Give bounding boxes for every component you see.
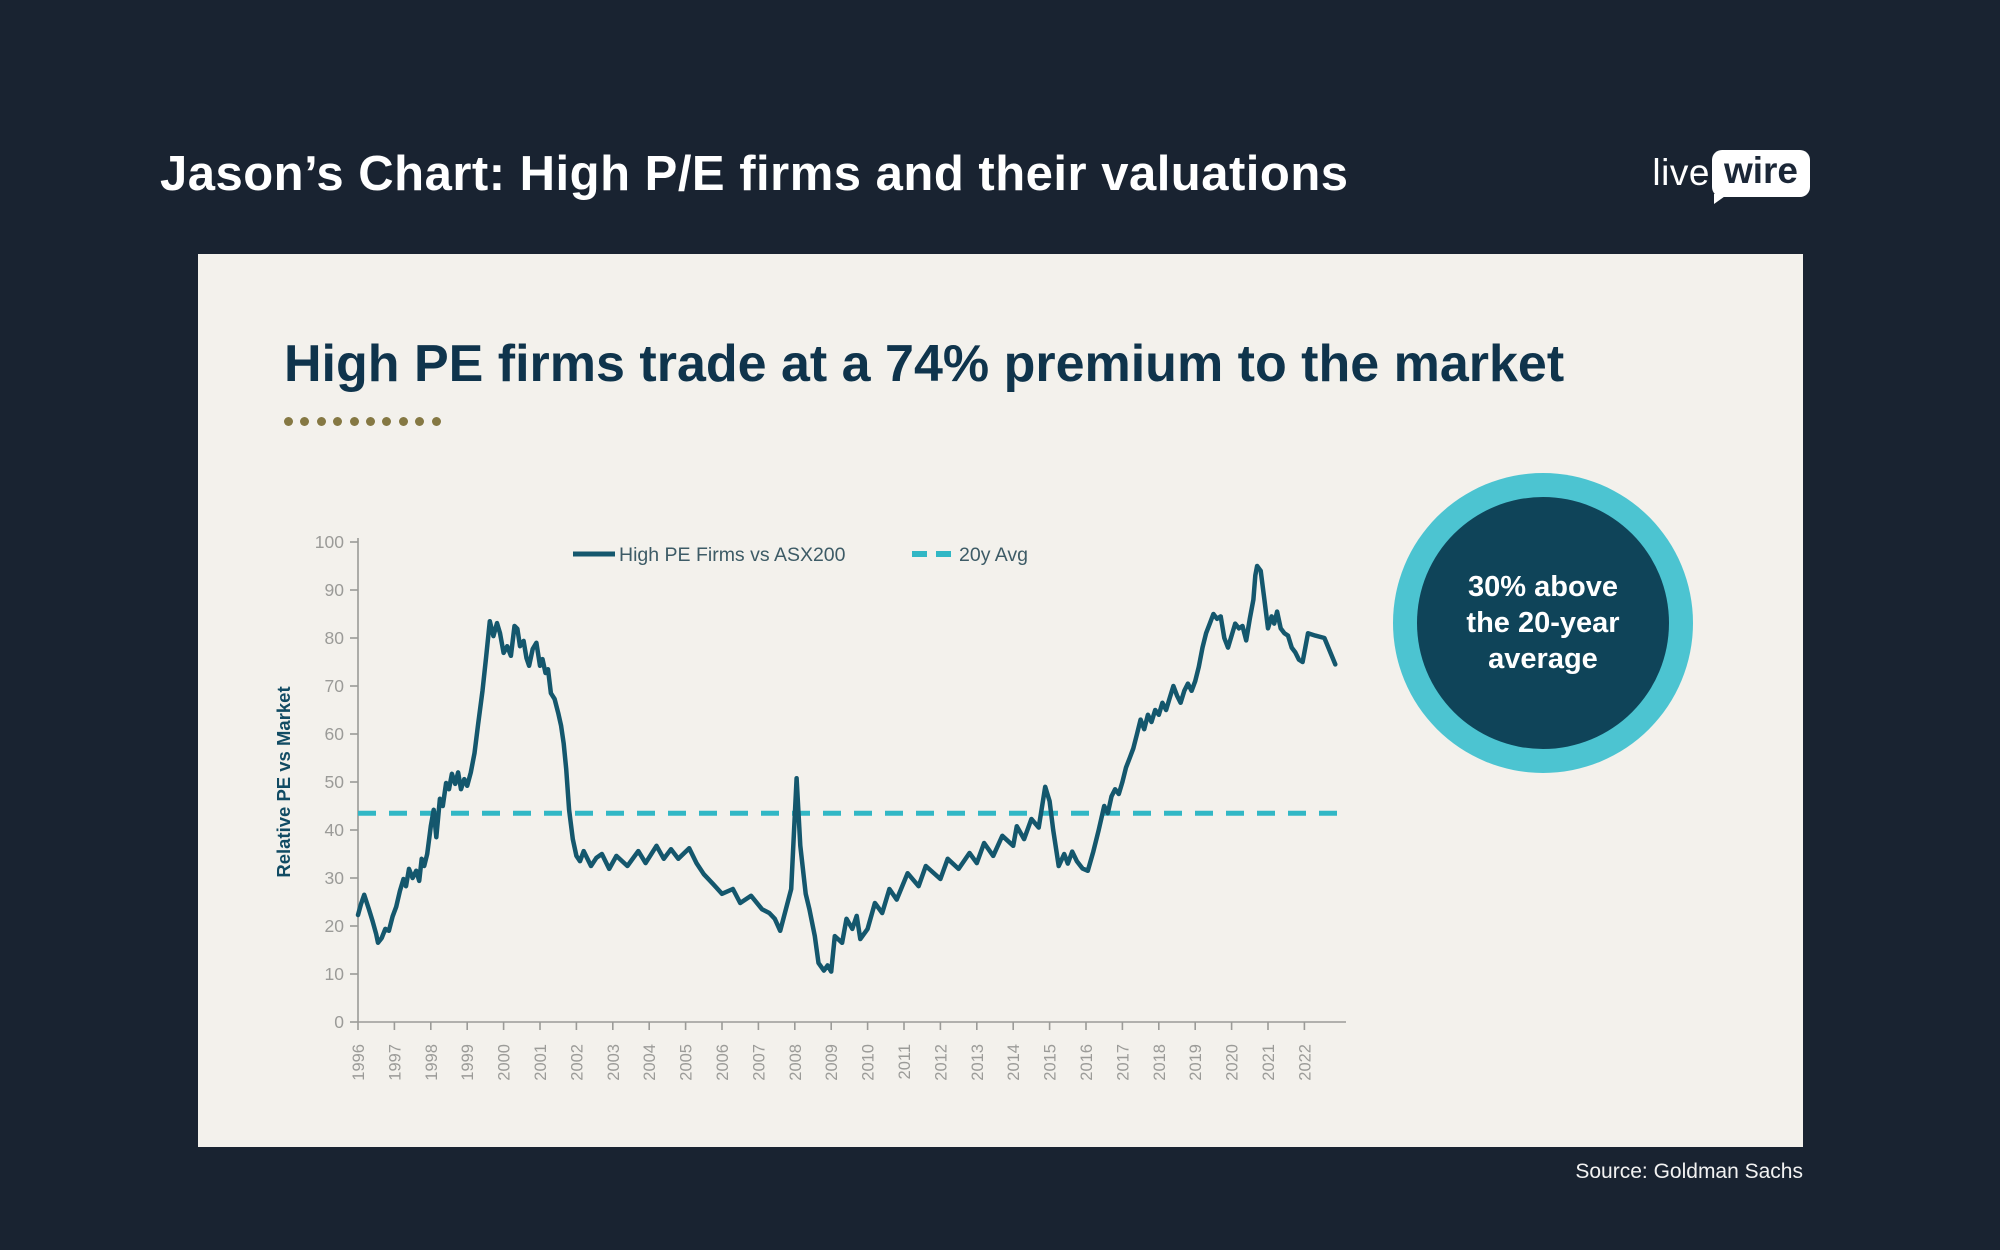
- accent-dot-icon: [333, 417, 343, 426]
- svg-text:1997: 1997: [386, 1044, 404, 1081]
- svg-text:70: 70: [325, 676, 345, 696]
- svg-text:2021: 2021: [1260, 1044, 1278, 1081]
- svg-text:100: 100: [315, 532, 344, 552]
- svg-text:2015: 2015: [1042, 1044, 1060, 1081]
- svg-text:2014: 2014: [1005, 1044, 1023, 1081]
- svg-text:2000: 2000: [496, 1044, 514, 1081]
- chart-title: High PE firms trade at a 74% premium to …: [284, 335, 1565, 393]
- accent-dot-icon: [398, 417, 408, 426]
- logo-wire-bubble: wire: [1711, 150, 1810, 204]
- svg-text:50: 50: [325, 772, 345, 792]
- accent-dot-icon: [349, 417, 359, 426]
- svg-text:2009: 2009: [823, 1044, 841, 1081]
- svg-text:2005: 2005: [678, 1044, 696, 1081]
- svg-text:2017: 2017: [1114, 1044, 1132, 1081]
- svg-text:2016: 2016: [1078, 1044, 1096, 1081]
- svg-text:2011: 2011: [896, 1044, 914, 1079]
- accent-dot-icon: [284, 417, 293, 426]
- line-chart: 0 10 20 30 40 50 60 70 80 90 100 1996 1997 1998 1999 20…: [273, 532, 1346, 1081]
- title-accent-dots-icon: [284, 417, 448, 426]
- series-line: [355, 563, 1338, 974]
- source-attribution: Source: Goldman Sachs: [1575, 1160, 1803, 1183]
- svg-text:2012: 2012: [932, 1044, 950, 1081]
- page-title: Jason’s Chart: High P/E firms and their …: [160, 147, 1349, 201]
- accent-dot-icon: [300, 417, 310, 426]
- svg-text:2020: 2020: [1224, 1044, 1242, 1081]
- svg-text:2002: 2002: [568, 1044, 586, 1081]
- chart-panel: 0 10 20 30 40 50 60 70 80 90 100 1996 1997 1998 1999 20…: [198, 254, 1803, 1147]
- accent-dot-icon: [382, 417, 392, 426]
- accent-dot-icon: [415, 417, 425, 426]
- accent-dot-icon: [316, 417, 326, 426]
- accent-dot-icon: [431, 417, 441, 426]
- badge-line-3: average: [1488, 643, 1598, 676]
- legend: High PE Firms vs ASX200 20y Avg: [573, 544, 1028, 566]
- svg-text:60: 60: [325, 724, 345, 744]
- svg-text:40: 40: [325, 820, 345, 840]
- svg-text:80: 80: [325, 628, 345, 648]
- svg-text:90: 90: [325, 580, 345, 600]
- logo-live-text: live: [1652, 152, 1710, 194]
- svg-text:2006: 2006: [714, 1044, 732, 1081]
- svg-text:20: 20: [325, 916, 345, 936]
- svg-text:30: 30: [325, 868, 345, 888]
- svg-text:1999: 1999: [459, 1044, 477, 1081]
- livewire-logo: live wire: [1652, 150, 1810, 204]
- svg-text:1998: 1998: [423, 1044, 441, 1081]
- callout-badge-inner: 30% above the 20-year average: [1417, 497, 1669, 749]
- svg-text:2004: 2004: [641, 1044, 659, 1081]
- svg-text:2001: 2001: [532, 1044, 550, 1081]
- svg-text:0: 0: [334, 1012, 344, 1032]
- svg-text:2010: 2010: [860, 1044, 878, 1081]
- svg-text:10: 10: [325, 964, 345, 984]
- svg-text:20y Avg: 20y Avg: [959, 544, 1028, 566]
- svg-text:2018: 2018: [1151, 1044, 1169, 1081]
- badge-line-1: 30% above: [1468, 570, 1618, 603]
- y-axis-label: Relative PE vs Market: [273, 686, 294, 877]
- badge-line-2: the 20-year: [1466, 606, 1620, 639]
- svg-text:2003: 2003: [605, 1044, 623, 1081]
- svg-text:2022: 2022: [1296, 1044, 1314, 1081]
- accent-dot-icon: [365, 417, 375, 426]
- axes: 0 10 20 30 40 50 60 70 80 90 100 1996 1997 1998 1999 20…: [315, 532, 1346, 1081]
- svg-text:1996: 1996: [350, 1044, 368, 1081]
- svg-text:2019: 2019: [1187, 1044, 1205, 1081]
- callout-badge: 30% above the 20-year average: [1393, 473, 1693, 773]
- svg-text:High PE Firms vs ASX200: High PE Firms vs ASX200: [619, 544, 846, 566]
- svg-text:2008: 2008: [787, 1044, 805, 1081]
- svg-text:2013: 2013: [969, 1044, 987, 1081]
- svg-text:2007: 2007: [750, 1044, 768, 1081]
